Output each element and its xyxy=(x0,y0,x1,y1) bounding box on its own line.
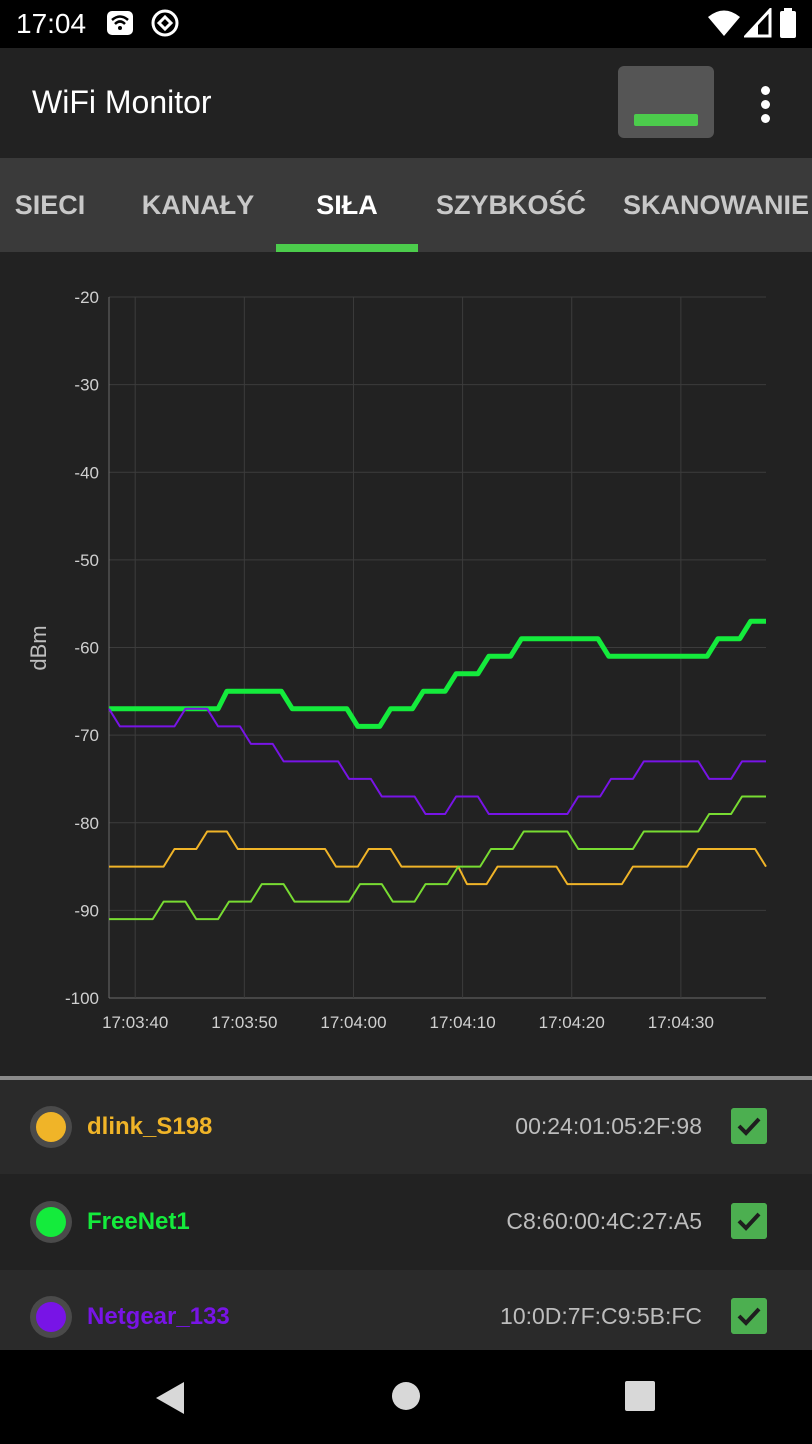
y-tick-label: -100 xyxy=(65,989,99,1008)
app-title: WiFi Monitor xyxy=(32,84,212,120)
more-vert-icon[interactable] xyxy=(745,78,785,126)
y-tick-label: -60 xyxy=(74,639,99,658)
network-checkbox[interactable] xyxy=(731,1298,767,1334)
signal-chart-area: -20 -30 -40 -50 -60 -70 -80 -90 -100 17:03:40 17:0… xyxy=(0,252,812,1076)
wifi-signal-icon xyxy=(708,10,740,36)
network-color-indicator xyxy=(30,1296,72,1338)
cell-signal-icon xyxy=(744,8,772,38)
tab-kanaly[interactable]: KANAŁY xyxy=(141,190,255,220)
list-item[interactable]: dlink_S198 00:24:01:05:2F:98 xyxy=(0,1080,812,1174)
series-line-1 xyxy=(109,618,766,729)
y-tick-label: -80 xyxy=(74,814,99,833)
network-checkbox[interactable] xyxy=(731,1203,767,1239)
color-dot xyxy=(36,1207,66,1237)
network-ssid: dlink_S198 xyxy=(87,1113,213,1140)
status-time: 17:04 xyxy=(16,8,87,39)
list-item[interactable]: FreeNet1 C8:60:00:4C:27:A5 xyxy=(0,1175,812,1269)
network-bssid: 10:0D:7F:C9:5B:FC xyxy=(500,1303,702,1329)
y-axis-label: dBm xyxy=(26,625,51,670)
home-icon[interactable] xyxy=(390,1380,422,1412)
series-line-0 xyxy=(109,830,767,886)
battery-icon xyxy=(780,8,796,38)
color-dot xyxy=(36,1112,66,1142)
network-color-indicator xyxy=(30,1106,72,1148)
network-bssid: C8:60:00:4C:27:A5 xyxy=(506,1208,702,1234)
y-tick-label: -50 xyxy=(74,551,99,570)
app-bar: WiFi Monitor xyxy=(0,48,812,158)
y-tick-label: -20 xyxy=(74,288,99,307)
tab-szybkosc[interactable]: SZYBKOŚĆ xyxy=(435,190,587,220)
tab-sila[interactable]: SIŁA xyxy=(316,190,378,220)
network-color-indicator xyxy=(30,1201,72,1243)
x-tick-label: 17:03:50 xyxy=(211,1013,277,1032)
network-ssid: FreeNet1 xyxy=(87,1208,190,1235)
list-divider xyxy=(0,1076,812,1080)
tab-bar: SIECI KANAŁY SIŁA SZYBKOŚĆ SKANOWANIE xyxy=(0,158,812,252)
y-tick-label: -70 xyxy=(74,726,99,745)
x-tick-label: 17:04:20 xyxy=(539,1013,605,1032)
x-tick-label: 17:04:00 xyxy=(320,1013,386,1032)
recents-icon[interactable] xyxy=(624,1380,656,1412)
back-icon[interactable] xyxy=(152,1380,188,1416)
network-bssid: 00:24:01:05:2F:98 xyxy=(515,1113,702,1139)
network-ssid: Netgear_133 xyxy=(87,1303,230,1330)
tab-sieci[interactable]: SIECI xyxy=(14,190,86,220)
x-tick-label: 17:04:30 xyxy=(648,1013,714,1032)
wifi-notification-icon xyxy=(107,11,133,35)
y-tick-label: -40 xyxy=(74,463,99,482)
tab-skanowanie[interactable]: SKANOWANIE xyxy=(622,190,809,220)
vpn-icon xyxy=(151,9,179,37)
series-line-2 xyxy=(108,707,766,815)
tab-active-indicator xyxy=(276,244,418,252)
y-tick-label: -90 xyxy=(74,901,99,920)
system-nav-bar xyxy=(0,1350,812,1444)
network-list: dlink_S198 00:24:01:05:2F:98 FreeNet1 C8… xyxy=(0,1080,812,1350)
list-item[interactable]: Netgear_133 10:0D:7F:C9:5B:FC xyxy=(0,1270,812,1350)
x-tick-label: 17:04:10 xyxy=(430,1013,496,1032)
status-bar: 17:04 xyxy=(0,0,812,48)
signal-strength-toggle-button[interactable] xyxy=(618,66,714,138)
x-tick-label: 17:03:40 xyxy=(102,1013,168,1032)
series-line-3 xyxy=(109,795,766,921)
network-checkbox[interactable] xyxy=(731,1108,767,1144)
y-tick-label: -30 xyxy=(74,376,99,395)
signal-strength-toggle-icon xyxy=(634,114,698,126)
color-dot xyxy=(36,1302,66,1332)
